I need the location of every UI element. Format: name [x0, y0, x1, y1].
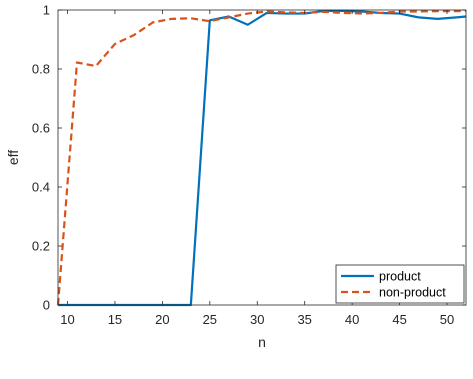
legend-box	[335, 264, 465, 304]
legend-label-product: product	[379, 270, 421, 284]
x-tick-label: 35	[297, 312, 311, 327]
y-axis-label: eff	[5, 150, 21, 165]
legend: product non-product	[335, 264, 465, 304]
y-tick-label: 0.2	[32, 239, 50, 254]
axes-box	[57, 9, 467, 306]
plot-background	[58, 10, 466, 305]
tick-labels: 10 15 20 25 30 35 40 45 50 0 0.2 0.4 0.6 0.8 1	[32, 3, 454, 328]
x-tick-label: 40	[345, 312, 359, 327]
plot-area	[58, 10, 466, 305]
y-tick-label: 0	[43, 298, 50, 313]
x-tick-label: 50	[440, 312, 454, 327]
x-tick-label: 20	[155, 312, 169, 327]
x-tick-label: 15	[108, 312, 122, 327]
y-tick-label: 1	[43, 3, 50, 18]
x-tick-label: 25	[203, 312, 217, 327]
x-tick-label: 45	[392, 312, 406, 327]
y-tick-label: 0.4	[32, 180, 50, 195]
y-tick-label: 0.8	[32, 62, 50, 77]
y-tick-label: 0.6	[32, 121, 50, 136]
x-tick-label: 30	[250, 312, 264, 327]
x-axis-label: n	[258, 334, 266, 350]
axes	[57, 9, 467, 306]
x-tick-label: 10	[60, 312, 74, 327]
legend-label-non-product: non-product	[379, 286, 446, 300]
